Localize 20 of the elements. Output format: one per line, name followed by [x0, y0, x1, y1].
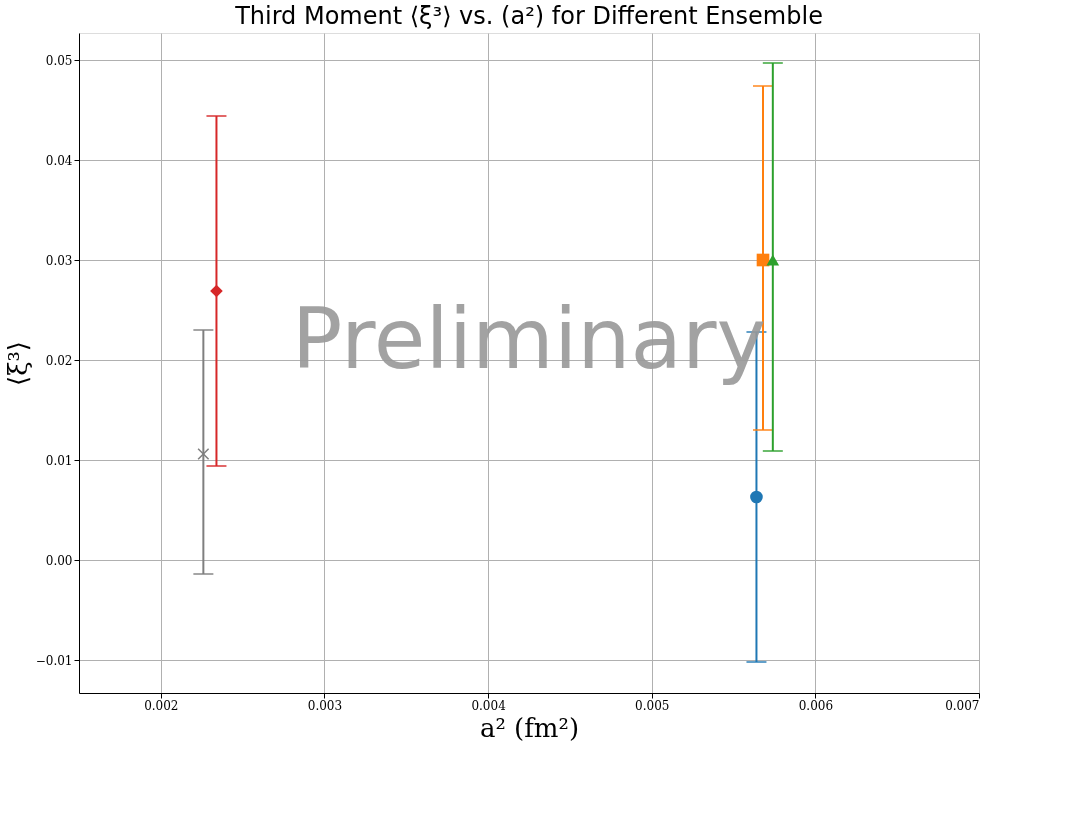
y-tick-label: 0.05 [45, 53, 73, 68]
x-tick-label: 0.006 [798, 698, 834, 713]
y-tick-label: 0.01 [45, 453, 73, 468]
x-tick-label: 0.007 [945, 698, 980, 713]
x-tick-label: 0.003 [307, 698, 343, 713]
point [197, 448, 210, 460]
chart-title: Third Moment ⟨ξ³⟩ vs. (a²) for Different Ensemble [234, 2, 823, 30]
point [750, 490, 763, 504]
x-axis-title: a² (fm²) [479, 712, 580, 743]
point [766, 254, 780, 266]
y-tick-label: 0.03 [45, 253, 73, 268]
y-tick-label: 0.02 [45, 353, 73, 368]
y-tick-label: 0.00 [45, 553, 73, 568]
x-tick-label: 0.005 [635, 698, 670, 713]
y-axis-title: ⟨ξ³⟩ [2, 340, 33, 387]
y-tick-label: −0.01 [35, 653, 73, 668]
y-tick-label: 0.04 [45, 153, 73, 168]
x-tick-label: 0.002 [144, 698, 179, 713]
x-tick-label: 0.004 [471, 698, 507, 713]
point [210, 284, 223, 298]
